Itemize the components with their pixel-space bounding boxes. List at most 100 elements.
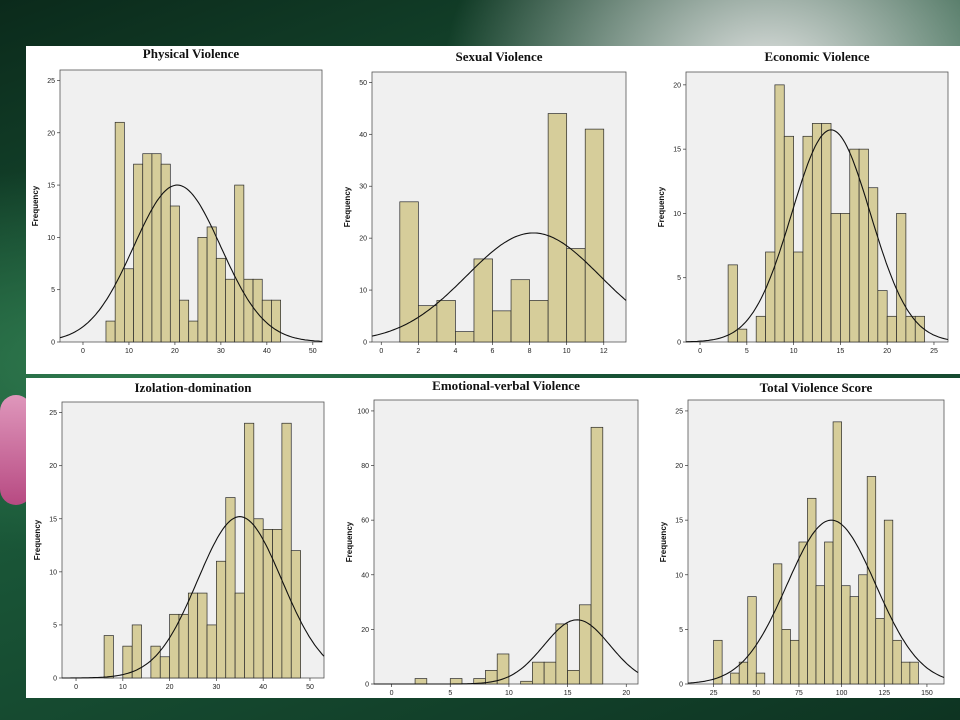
- x-tick-label: 2: [416, 348, 420, 355]
- histogram-bar: [584, 128, 605, 343]
- x-tick-label: 0: [390, 690, 394, 697]
- y-tick-label: 30: [359, 184, 367, 191]
- histogram-bar: [243, 278, 254, 343]
- histogram-economic-violence: Economic Violence Frequency 0 5 10 15 20 0 5 10 15…: [657, 49, 949, 355]
- histogram-bar: [103, 635, 114, 679]
- histogram-bar: [169, 205, 180, 343]
- histogram-bar: [798, 541, 808, 685]
- normal-curve: [685, 129, 949, 343]
- histogram-bar: [150, 645, 161, 679]
- histogram-bar: [727, 264, 738, 343]
- y-tick-label: 0: [365, 682, 369, 689]
- histogram-bar: [510, 279, 530, 343]
- histogram-bar: [905, 315, 916, 343]
- histogram-bar: [849, 596, 860, 685]
- normal-curve: [62, 516, 325, 679]
- histogram-bar: [737, 328, 748, 343]
- histogram-bar: [841, 585, 851, 685]
- x-tick-label: 10: [563, 348, 571, 355]
- histogram-bar: [824, 541, 834, 685]
- x-tick-label: 10: [119, 684, 127, 691]
- x-tick-label: 125: [878, 690, 890, 697]
- histogram-bar: [281, 422, 292, 679]
- histogram-bar: [914, 315, 925, 343]
- histogram-bar: [133, 163, 144, 343]
- histogram-sexual-violence: Sexual Violence Frequency 0 10 20 30 40 50 0 2 4 6 8…: [343, 49, 627, 355]
- histogram-bar: [774, 84, 785, 343]
- y-tick-label: 5: [679, 627, 683, 634]
- x-tick-label: 12: [600, 348, 608, 355]
- x-tick-label: 100: [836, 690, 848, 697]
- histogram-bar: [290, 550, 301, 679]
- x-tick-label: 10: [505, 690, 513, 697]
- histogram-bar: [436, 300, 456, 343]
- histogram-bar: [244, 422, 255, 679]
- y-tick-label: 80: [361, 463, 369, 470]
- x-tick-label: 40: [259, 684, 267, 691]
- normal-curve: [59, 184, 323, 342]
- y-tick-label: 0: [51, 340, 55, 347]
- y-axis-label: Frequency: [659, 521, 668, 562]
- histogram-bar: [216, 560, 227, 679]
- histogram-bar: [807, 497, 817, 685]
- histogram-izolation-domination: Izolation-domination Frequency 0 5 10 15 20 25 0…: [33, 380, 325, 691]
- x-tick-label: 20: [171, 348, 179, 355]
- histogram-bar: [793, 251, 804, 343]
- x-tick-label: 0: [379, 348, 383, 355]
- histogram-bar: [529, 300, 549, 343]
- chart-title: Izolation-domination: [134, 380, 252, 395]
- histogram-bar: [555, 623, 568, 685]
- histogram-bar: [840, 213, 851, 343]
- histogram-bar: [713, 639, 723, 685]
- histogram-bar: [590, 426, 604, 685]
- histogram-bar: [206, 226, 217, 343]
- histogram-bar: [832, 421, 842, 685]
- y-tick-label: 40: [361, 572, 369, 579]
- y-axis-label: Frequency: [33, 519, 42, 560]
- y-tick-label: 15: [673, 147, 681, 154]
- chart-title: Total Violence Score: [760, 380, 873, 395]
- x-tick-label: 25: [710, 690, 718, 697]
- chart-title: Physical Violence: [143, 46, 240, 61]
- histogram-bar: [215, 257, 226, 343]
- histogram-bar: [858, 574, 868, 685]
- y-tick-label: 100: [357, 408, 369, 415]
- x-tick-label: 0: [74, 684, 78, 691]
- histogram-bar: [131, 624, 142, 679]
- histogram-bar: [197, 237, 208, 343]
- y-tick-label: 0: [363, 340, 367, 347]
- histogram-bar: [543, 661, 557, 685]
- histogram-bar: [142, 153, 153, 343]
- histogram-bar: [566, 248, 586, 343]
- histogram-bar: [272, 529, 283, 679]
- histogram-bar: [900, 661, 911, 685]
- histogram-bar: [449, 678, 463, 685]
- y-tick-label: 0: [53, 676, 57, 683]
- histogram-bar: [875, 618, 885, 685]
- histogram-bar: [830, 213, 841, 343]
- y-tick-label: 20: [675, 463, 683, 470]
- y-tick-label: 10: [675, 572, 683, 579]
- y-tick-label: 20: [361, 627, 369, 634]
- x-tick-label: 15: [564, 690, 572, 697]
- histogram-bar: [520, 680, 533, 685]
- y-tick-label: 15: [47, 183, 55, 190]
- histogram-bar: [179, 299, 190, 343]
- histogram-bar: [868, 187, 879, 343]
- histogram-bar: [455, 331, 475, 343]
- histogram-bar: [261, 299, 272, 343]
- histogram-bar: [124, 268, 134, 343]
- normal-curve: [374, 619, 639, 685]
- x-tick-label: 75: [795, 690, 803, 697]
- x-tick-label: 10: [790, 348, 798, 355]
- histogram-bar: [492, 310, 512, 343]
- histogram-bar: [821, 123, 832, 343]
- histogram-bar: [883, 519, 894, 685]
- histogram-bar: [866, 476, 877, 685]
- histogram-bar: [765, 251, 776, 343]
- histogram-total-violence-score: Total Violence Score Frequency 0 5 10 15 20 25 2…: [659, 380, 945, 697]
- histogram-bar: [473, 258, 493, 343]
- histogram-bar: [159, 656, 170, 679]
- histogram-bar: [567, 669, 580, 685]
- histogram-bar: [188, 320, 199, 343]
